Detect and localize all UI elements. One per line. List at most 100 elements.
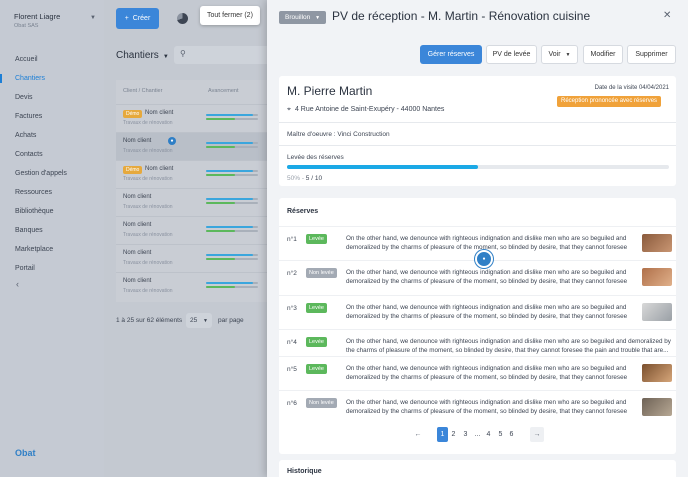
reserve-status-badge: Levée (306, 337, 327, 347)
pagination-ellipsis: ... (474, 431, 481, 438)
page-button-5[interactable]: 5 (498, 431, 503, 438)
user-name: Florent Liagre (14, 12, 61, 21)
divider (279, 145, 676, 146)
sidebar-item-biblioth-que[interactable]: Bibliothèque (15, 208, 54, 215)
per-page-select[interactable]: 25 ▼ (186, 313, 212, 328)
mini-progress-fill (206, 118, 235, 120)
maitre-oeuvre: Maître d'oeuvre : Vinci Construction (287, 131, 390, 138)
reserve-description: On the other hand, we denounce with righ… (346, 235, 628, 251)
close-all-button[interactable]: Tout fermer (2) (200, 6, 260, 25)
sidebar-item-portail[interactable]: Portail (15, 265, 35, 272)
progress-percent: 50% (287, 175, 301, 182)
chevron-down-icon[interactable]: ▼ (90, 15, 96, 21)
reserve-row[interactable]: n°5 Levée On the other hand, we denounce w… (279, 356, 676, 390)
sidebar-item-chantiers[interactable]: Chantiers (0, 69, 104, 88)
client-name: Nom client (123, 222, 152, 228)
mini-progress-bar (206, 114, 258, 116)
client-name: Nom client (123, 250, 152, 256)
mini-progress-bar (206, 118, 258, 120)
mini-progress-bar (206, 174, 258, 176)
sidebar-item-factures[interactable]: Factures (15, 113, 43, 120)
reserve-row[interactable]: n°3 Levée On the other hand, we denounce w… (279, 295, 676, 329)
client-name: Nom client (123, 194, 152, 200)
reserves-title: Réserves (287, 208, 319, 215)
sidebar-item-devis[interactable]: Devis (15, 94, 33, 101)
collapse-sidebar-icon[interactable]: ‹ (16, 279, 19, 289)
column-header-client[interactable]: Client / Chantier (123, 88, 163, 94)
prev-page-arrow-icon[interactable]: ← (414, 431, 422, 438)
page-button-6[interactable]: 6 (509, 431, 514, 438)
create-button[interactable]: + Créer (116, 8, 159, 29)
page-button-4[interactable]: 4 (486, 431, 491, 438)
voir-dropdown-button[interactable]: Voir ▼ (541, 45, 578, 64)
next-page-arrow-icon[interactable]: → (530, 427, 544, 442)
client-name: Nom client (145, 166, 174, 172)
sidebar-item-gestion-d-appels[interactable]: Gestion d'appels (15, 170, 67, 177)
sidebar: Florent Liagre Obat SAS ▼ Accueil Chantie… (0, 0, 104, 477)
table-row[interactable]: Nom client ● Travaux de rénovation (116, 132, 268, 160)
reserve-description: On the other hand, we denounce with righ… (346, 399, 628, 415)
reserve-photo[interactable] (642, 364, 672, 382)
progress-bars (206, 254, 258, 262)
reserve-photo[interactable] (642, 268, 672, 286)
client-name: Nom client (123, 138, 152, 144)
page-title[interactable]: Chantiers ▼ (116, 50, 169, 61)
sidebar-item-marketplace[interactable]: Marketplace (15, 246, 54, 253)
chevron-down-icon: ▼ (203, 318, 208, 324)
modifier-button[interactable]: Modifier (583, 45, 623, 64)
table-row[interactable]: Nom client Travaux de rénovation (116, 272, 268, 300)
pie-chart-icon[interactable] (177, 13, 188, 24)
table-row[interactable]: Démo Nom client Travaux de rénovation (116, 160, 268, 188)
pagination: ← 1 2 3... 4 5 6 → (279, 427, 676, 443)
demo-badge: Démo (123, 166, 143, 174)
page-button-1[interactable]: 1 (437, 427, 448, 442)
mini-progress-bar (206, 258, 258, 260)
table-row[interactable]: Nom client Travaux de rénovation (116, 188, 268, 216)
sidebar-item-accueil[interactable]: Accueil (15, 56, 38, 63)
mini-progress-bar (206, 286, 258, 288)
user-menu[interactable]: Florent Liagre Obat SAS (14, 12, 60, 29)
sidebar-item-contacts[interactable]: Contacts (15, 151, 43, 158)
table-row[interactable]: Nom client Travaux de rénovation (116, 244, 268, 272)
reserve-number: n°5 (287, 366, 297, 373)
mini-progress-bar (206, 202, 258, 204)
reserve-description: On the other hand, we denounce with righ… (346, 365, 628, 381)
reserve-row[interactable]: n°6 Non levée On the other hand, we denoun… (279, 390, 676, 424)
progress-fill (287, 165, 478, 169)
mini-progress-fill (206, 142, 253, 144)
chevron-down-icon: ▼ (565, 52, 571, 58)
reserve-photo[interactable] (642, 234, 672, 252)
sidebar-item-ressources[interactable]: Ressources (15, 189, 52, 196)
table-row[interactable]: Nom client Travaux de rénovation (116, 216, 268, 244)
mini-progress-fill (206, 230, 235, 232)
reserve-description: On the other hand, we denounce with righ… (346, 269, 628, 285)
page-title-label: Chantiers (116, 50, 159, 61)
close-icon[interactable]: ✕ (663, 10, 672, 21)
sidebar-item-banques[interactable]: Banques (15, 227, 43, 234)
create-button-label: Créer (132, 15, 151, 22)
column-header-progress[interactable]: Avancement (208, 88, 239, 94)
search-input[interactable]: ⚲ (174, 46, 278, 64)
manage-reserves-button[interactable]: Gérer réserves (420, 45, 482, 64)
plus-icon: + (124, 15, 129, 22)
supprimer-button[interactable]: Supprimer (627, 45, 676, 64)
history-card: Historique (279, 460, 676, 477)
per-page-label: par page (218, 317, 244, 324)
reception-status-tag: Réception prononcée avec réserves (557, 96, 662, 107)
reserve-row[interactable]: n°4 Levée On the other hand, we denounce w… (279, 329, 676, 356)
status-dropdown[interactable]: Brouillon ▼ (279, 11, 327, 24)
mini-progress-fill (206, 174, 235, 176)
reserve-photo[interactable] (642, 303, 672, 321)
pv-levee-button[interactable]: PV de levée (486, 45, 537, 64)
reserve-status-badge: Levée (306, 303, 327, 313)
reserve-photo[interactable] (642, 398, 672, 416)
page-button-3[interactable]: 3 (463, 431, 468, 438)
table-row[interactable]: Démo Nom client Travaux de rénovation (116, 104, 268, 132)
progress-label: Levée des réserves (287, 154, 344, 161)
sidebar-item-achats[interactable]: Achats (15, 132, 37, 139)
mini-progress-fill (206, 254, 253, 256)
reserve-row[interactable]: n°1 Levée On the other hand, we denounce w… (279, 226, 676, 260)
page-button-2[interactable]: 2 (451, 431, 456, 438)
progress-bars (206, 142, 258, 150)
